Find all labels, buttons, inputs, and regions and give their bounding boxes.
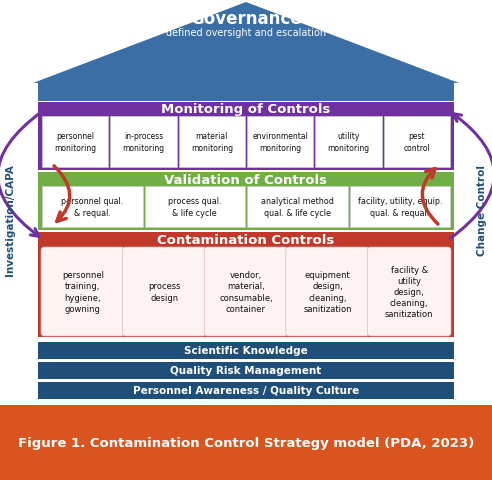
Text: Change Control: Change Control xyxy=(477,165,487,255)
Text: Figure 1. Contamination Control Strategy model (PDA, 2023): Figure 1. Contamination Control Strategy… xyxy=(18,436,474,449)
FancyBboxPatch shape xyxy=(204,248,288,336)
Text: Validation of Controls: Validation of Controls xyxy=(164,173,328,186)
Text: Investigation/CAPA: Investigation/CAPA xyxy=(5,164,15,276)
FancyBboxPatch shape xyxy=(42,117,108,168)
FancyBboxPatch shape xyxy=(247,117,313,168)
Bar xyxy=(38,382,454,399)
Bar xyxy=(38,103,454,171)
FancyBboxPatch shape xyxy=(145,187,245,228)
Bar xyxy=(38,84,454,102)
FancyBboxPatch shape xyxy=(349,187,450,228)
Text: process
design: process design xyxy=(148,282,181,302)
Polygon shape xyxy=(33,3,459,84)
Bar xyxy=(38,342,454,359)
Text: defined oversight and escalation: defined oversight and escalation xyxy=(166,28,326,38)
Text: personnel
monitoring: personnel monitoring xyxy=(54,132,96,152)
Text: analytical method
qual. & life cycle: analytical method qual. & life cycle xyxy=(261,197,334,217)
Text: process qual.
& life cycle: process qual. & life cycle xyxy=(168,197,221,217)
Text: environmental
monitoring: environmental monitoring xyxy=(252,132,308,152)
Text: Scientific Knowledge: Scientific Knowledge xyxy=(184,346,308,356)
Bar xyxy=(0,405,492,480)
Text: pest
control: pest control xyxy=(403,132,430,152)
Text: utility
monitoring: utility monitoring xyxy=(328,132,369,152)
FancyBboxPatch shape xyxy=(123,248,206,336)
Bar xyxy=(38,362,454,379)
Text: material
monitoring: material monitoring xyxy=(191,132,233,152)
FancyBboxPatch shape xyxy=(179,117,245,168)
Text: facility &
utility
design,
cleaning,
sanitization: facility & utility design, cleaning, san… xyxy=(385,265,433,319)
FancyBboxPatch shape xyxy=(41,248,124,336)
Text: equipment
design,
cleaning,
sanitization: equipment design, cleaning, sanitization xyxy=(304,271,352,313)
FancyBboxPatch shape xyxy=(315,117,382,168)
Text: personnel
training,
hygiene,
gowning: personnel training, hygiene, gowning xyxy=(62,271,104,313)
FancyBboxPatch shape xyxy=(247,187,347,228)
Text: vendor,
material,
consumable,
container: vendor, material, consumable, container xyxy=(219,271,273,313)
Text: Governance: Governance xyxy=(190,10,302,28)
Bar xyxy=(38,173,454,230)
Text: Quality Risk Management: Quality Risk Management xyxy=(170,366,322,376)
FancyBboxPatch shape xyxy=(384,117,450,168)
Text: Personnel Awareness / Quality Culture: Personnel Awareness / Quality Culture xyxy=(133,386,359,396)
Bar xyxy=(38,232,454,337)
Text: Contamination Controls: Contamination Controls xyxy=(157,234,335,247)
FancyBboxPatch shape xyxy=(110,117,177,168)
FancyBboxPatch shape xyxy=(286,248,369,336)
Text: in-process
monitoring: in-process monitoring xyxy=(123,132,164,152)
Text: personnel qual.
& requal.: personnel qual. & requal. xyxy=(61,197,123,217)
Text: Monitoring of Controls: Monitoring of Controls xyxy=(161,103,331,116)
FancyBboxPatch shape xyxy=(368,248,451,336)
Text: facility, utility, equip.
qual. & requal.: facility, utility, equip. qual. & requal… xyxy=(358,197,442,217)
FancyBboxPatch shape xyxy=(42,187,143,228)
